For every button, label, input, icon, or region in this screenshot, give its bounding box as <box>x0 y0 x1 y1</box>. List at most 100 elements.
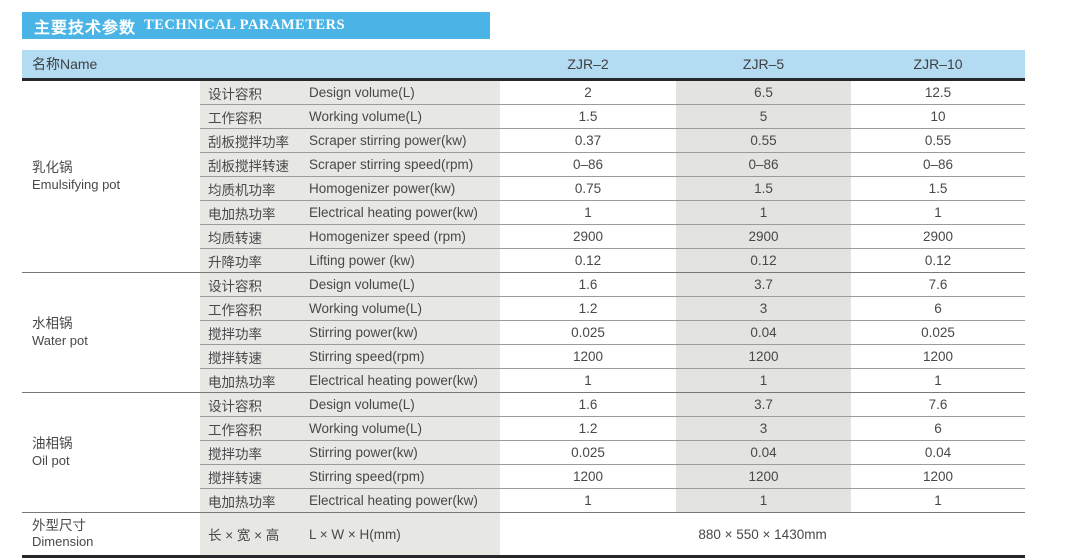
value-zjr10: 1 <box>851 488 1026 513</box>
group-label-cn: 油相锅 <box>32 436 73 452</box>
value-zjr2: 1 <box>500 488 677 513</box>
section-title-bar: 主要技术参数 TECHNICAL PARAMETERS <box>22 12 490 39</box>
table-row: 油相锅 Oil pot 设计容积 Design volume(L) 1.6 3.… <box>22 392 1026 513</box>
param-label-cn: 均质转速 <box>200 224 305 249</box>
table-row: 均质机功率 Homogenizer power(kw) 0.75 1.5 1.5 <box>22 176 1026 201</box>
param-label-cn: 刮板搅拌功率 <box>200 128 305 153</box>
value-zjr10: 1 <box>851 368 1026 393</box>
value-zjr5: 1.5 <box>676 176 852 201</box>
param-label-cn: 刮板搅拌转速 <box>200 152 305 177</box>
value-zjr10: 0.04 <box>851 440 1026 465</box>
value-zjr2: 1.2 <box>500 296 677 321</box>
table-row: 刮板搅拌转速 Scraper stirring speed(rpm) 0–86 … <box>22 152 1026 177</box>
table-row: 工作容积 Working volume(L) 1.2 3 6 <box>22 416 1026 441</box>
value-zjr5: 3.7 <box>676 272 852 297</box>
param-label-cn: 设计容积 <box>200 79 305 105</box>
value-zjr2: 1.6 <box>500 272 677 297</box>
column-header-row: 名称Name ZJR–2 ZJR–5 ZJR–10 <box>22 50 1026 81</box>
value-zjr5: 0.12 <box>676 248 852 273</box>
param-label-en: Design volume(L) <box>305 272 501 297</box>
param-label-en: Stirring speed(rpm) <box>305 464 501 489</box>
value-zjr5: 6.5 <box>676 79 852 105</box>
table-row: 均质转速 Homogenizer speed (rpm) 2900 2900 2… <box>22 224 1026 249</box>
table-row: 刮板搅拌功率 Scraper stirring power(kw) 0.37 0… <box>22 128 1026 153</box>
param-label-cn: 设计容积 <box>200 272 305 297</box>
value-zjr5: 0.04 <box>676 320 852 345</box>
value-zjr10: 1200 <box>851 464 1026 489</box>
value-zjr2: 2 <box>500 79 677 105</box>
param-label-en: Design volume(L) <box>305 392 501 417</box>
table-row: 电加热功率 Electrical heating power(kw) 1 1 1 <box>22 368 1026 393</box>
value-zjr2: 1200 <box>500 464 677 489</box>
value-zjr2: 1 <box>500 368 677 393</box>
parameters-table: 名称Name ZJR–2 ZJR–5 ZJR–10 乳化锅 Emulsifyin… <box>22 50 1026 558</box>
group-label-emulsifying-pot: 乳化锅 Emulsifying pot <box>22 79 200 273</box>
value-zjr5: 1200 <box>676 464 852 489</box>
value-zjr5: 0–86 <box>676 152 852 177</box>
value-zjr2: 0.75 <box>500 176 677 201</box>
value-zjr5: 0.04 <box>676 440 852 465</box>
param-label-en: Working volume(L) <box>305 296 501 321</box>
value-zjr2: 0.12 <box>500 248 677 273</box>
group-label-en: Oil pot <box>32 452 70 468</box>
param-label-cn: 电加热功率 <box>200 200 305 225</box>
table-row: 工作容积 Working volume(L) 1.5 5 10 <box>22 104 1026 129</box>
value-zjr2: 2900 <box>500 224 677 249</box>
table-row: 升降功率 Lifting power (kw) 0.12 0.12 0.12 <box>22 248 1026 273</box>
value-zjr2: 0.025 <box>500 320 677 345</box>
value-zjr10: 0.025 <box>851 320 1026 345</box>
table-row-dimension: 外型尺寸 Dimension 长 × 宽 × 高 L × W × H(mm) 8… <box>22 512 1026 558</box>
table-row: 搅拌转速 Stirring speed(rpm) 1200 1200 1200 <box>22 344 1026 369</box>
param-label-en: Homogenizer speed (rpm) <box>305 224 501 249</box>
param-label-cn: 工作容积 <box>200 416 305 441</box>
param-label-cn: 电加热功率 <box>200 488 305 513</box>
group-label-cn: 水相锅 <box>32 316 73 332</box>
group-label-en: Dimension <box>32 534 94 550</box>
table-row: 搅拌功率 Stirring power(kw) 0.025 0.04 0.04 <box>22 440 1026 465</box>
param-label-cn: 搅拌功率 <box>200 440 305 465</box>
param-label-en: Stirring speed(rpm) <box>305 344 501 369</box>
group-label-cn: 外型尺寸 <box>32 517 86 533</box>
value-zjr10: 2900 <box>851 224 1026 249</box>
param-label-en: Electrical heating power(kw) <box>305 368 501 393</box>
group-label-water-pot: 水相锅 Water pot <box>22 272 200 393</box>
value-zjr10: 0.12 <box>851 248 1026 273</box>
param-label-en: Working volume(L) <box>305 416 501 441</box>
value-zjr2: 0–86 <box>500 152 677 177</box>
value-zjr2: 0.025 <box>500 440 677 465</box>
table-row: 工作容积 Working volume(L) 1.2 3 6 <box>22 296 1026 321</box>
param-label-cn: 设计容积 <box>200 392 305 417</box>
value-zjr5: 3 <box>676 296 852 321</box>
table-row: 搅拌转速 Stirring speed(rpm) 1200 1200 1200 <box>22 464 1026 489</box>
param-label-en: Scraper stirring power(kw) <box>305 128 501 153</box>
param-label-en: Stirring power(kw) <box>305 440 501 465</box>
value-zjr2: 1.6 <box>500 392 677 417</box>
value-zjr10: 6 <box>851 296 1026 321</box>
value-zjr2: 1 <box>500 200 677 225</box>
group-label-dimension: 外型尺寸 Dimension <box>22 512 200 558</box>
param-label-en: Stirring power(kw) <box>305 320 501 345</box>
group-label-en: Water pot <box>32 332 88 348</box>
value-zjr10: 1 <box>851 200 1026 225</box>
param-label-en: L × W × H(mm) <box>305 512 501 558</box>
section-title-cn: 主要技术参数 <box>34 19 137 37</box>
value-zjr5: 1 <box>676 200 852 225</box>
param-label-cn: 工作容积 <box>200 104 305 129</box>
table-row: 电加热功率 Electrical heating power(kw) 1 1 1 <box>22 488 1026 513</box>
param-label-en: Working volume(L) <box>305 104 501 129</box>
param-label-cn: 工作容积 <box>200 296 305 321</box>
group-label-oil-pot: 油相锅 Oil pot <box>22 392 200 513</box>
value-zjr10: 1200 <box>851 344 1026 369</box>
table-row: 电加热功率 Electrical heating power(kw) 1 1 1 <box>22 200 1026 225</box>
value-zjr2: 1200 <box>500 344 677 369</box>
value-zjr10: 12.5 <box>851 79 1026 105</box>
value-zjr5: 1 <box>676 368 852 393</box>
param-label-en: Electrical heating power(kw) <box>305 488 501 513</box>
value-zjr2: 1.5 <box>500 104 677 129</box>
param-label-en: Lifting power (kw) <box>305 248 501 273</box>
param-label-en: Design volume(L) <box>305 79 501 105</box>
name-column-header: 名称Name <box>22 50 501 81</box>
param-label-cn: 搅拌功率 <box>200 320 305 345</box>
table-row: 搅拌功率 Stirring power(kw) 0.025 0.04 0.025 <box>22 320 1026 345</box>
value-zjr5: 1 <box>676 488 852 513</box>
